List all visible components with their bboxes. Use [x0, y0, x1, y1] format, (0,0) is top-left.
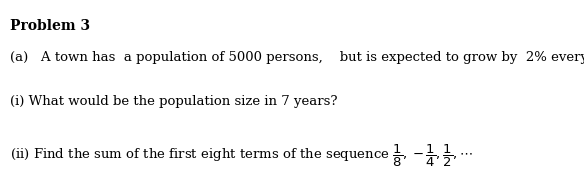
Text: Problem 3: Problem 3 — [9, 19, 90, 33]
Text: (i) What would be the population size in 7 years?: (i) What would be the population size in… — [9, 95, 337, 108]
Text: (a)   A town has  a population of 5000 persons,    but is expected to grow by  2: (a) A town has a population of 5000 pers… — [9, 51, 584, 64]
Text: (ii) Find the sum of the first eight terms of the sequence $\dfrac{1}{8}, -\dfra: (ii) Find the sum of the first eight ter… — [9, 143, 473, 169]
